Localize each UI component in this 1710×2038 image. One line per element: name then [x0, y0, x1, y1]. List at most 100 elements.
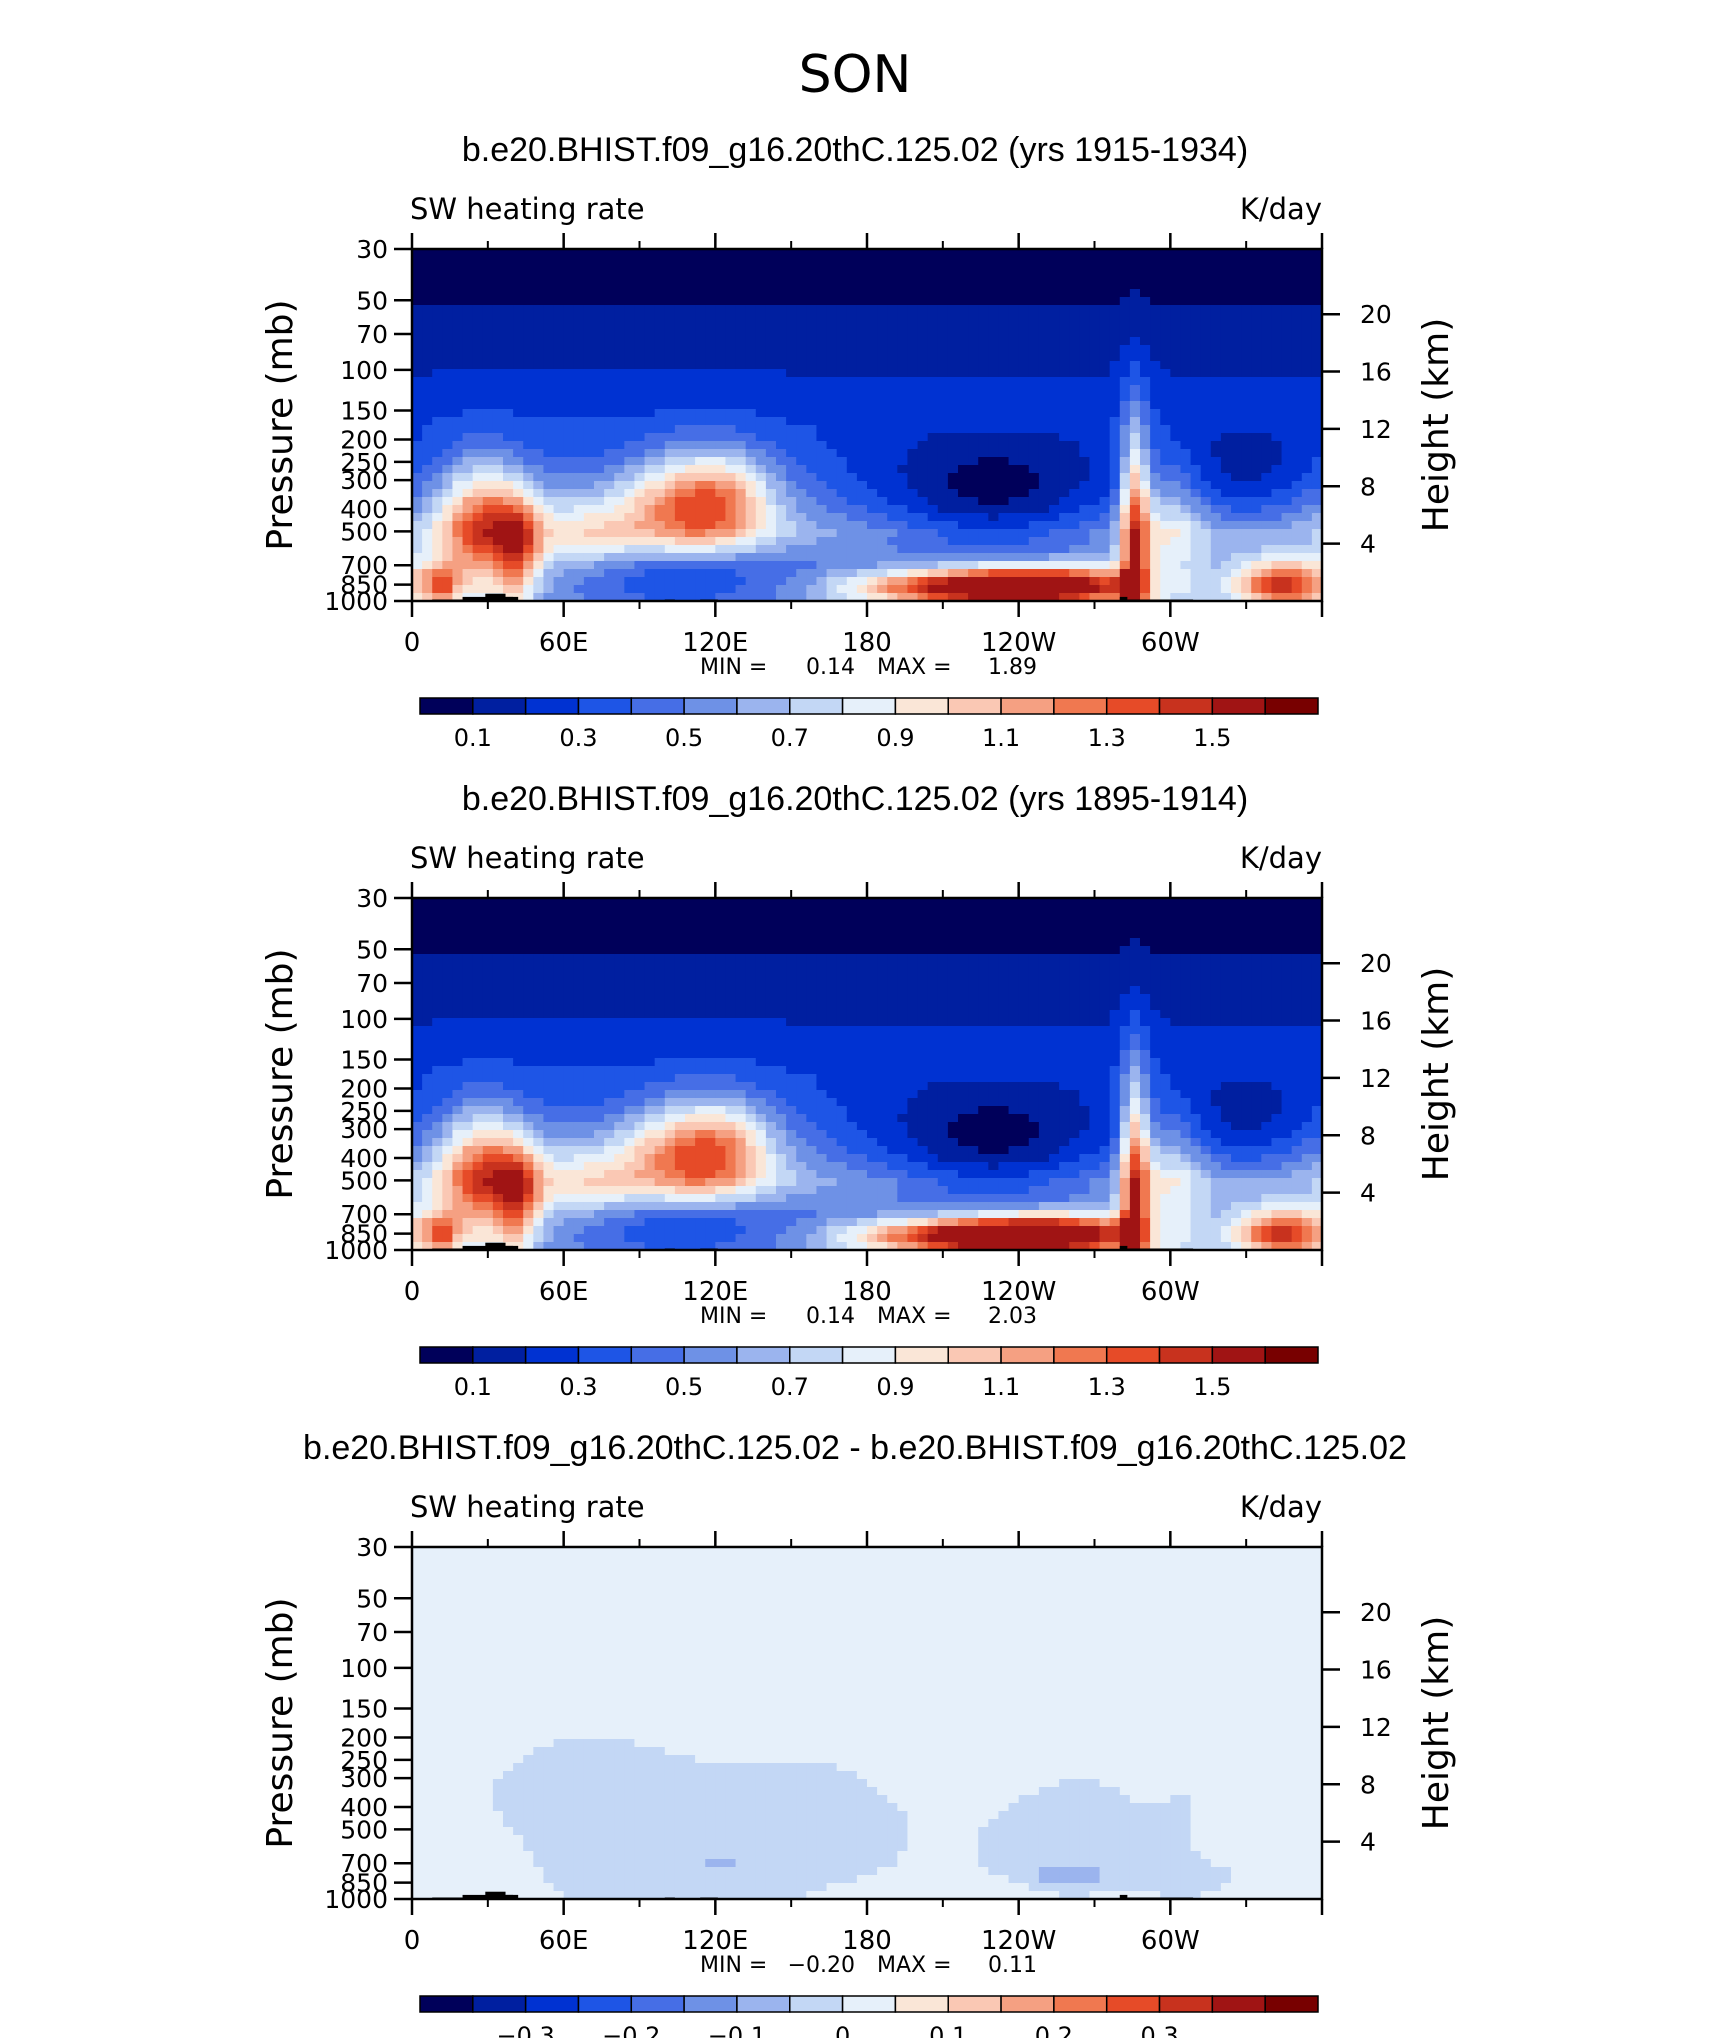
- field-cell: [492, 433, 504, 442]
- field-cell: [1231, 281, 1242, 290]
- field-cell: [634, 970, 646, 979]
- field-cell: [1099, 401, 1111, 410]
- field-cell: [1089, 289, 1101, 298]
- field-cell: [604, 529, 615, 538]
- field-cell: [735, 505, 747, 514]
- field-cell: [492, 946, 504, 955]
- field-cell: [1129, 489, 1141, 498]
- field-cell: [958, 946, 969, 955]
- field-cell: [1059, 906, 1070, 915]
- field-cell: [634, 337, 646, 346]
- field-cell: [503, 409, 514, 418]
- field-cell: [1109, 345, 1121, 354]
- field-cell: [432, 369, 443, 378]
- field-cell: [573, 962, 585, 971]
- field-cell: [1281, 249, 1293, 258]
- field-cell: [452, 962, 464, 971]
- field-cell: [452, 593, 464, 602]
- field-cell: [513, 393, 524, 402]
- field-cell: [412, 457, 423, 466]
- field-cell: [776, 257, 787, 266]
- field-cell: [947, 537, 959, 546]
- field-cell: [907, 417, 919, 426]
- field-cell: [563, 313, 575, 322]
- field-cell: [776, 401, 787, 410]
- field-cell: [685, 930, 696, 939]
- field-cell: [968, 521, 979, 530]
- field-cell: [958, 321, 969, 330]
- field-cell: [1028, 321, 1040, 330]
- field-cell: [765, 313, 777, 322]
- field-cell: [594, 946, 605, 955]
- field-cell: [1241, 345, 1252, 354]
- field-cell: [1089, 345, 1101, 354]
- field-cell: [1059, 393, 1070, 402]
- field-cell: [826, 417, 838, 426]
- field-cell: [947, 433, 959, 442]
- field-cell: [442, 305, 454, 314]
- field-cell: [513, 585, 524, 594]
- field-cell: [836, 257, 848, 266]
- field-cell: [482, 361, 494, 370]
- field-cell: [897, 313, 909, 322]
- field-cell: [1049, 946, 1060, 955]
- field-cell: [937, 337, 949, 346]
- field-cell: [523, 898, 534, 907]
- field-cell: [968, 457, 979, 466]
- field-cell: [927, 377, 939, 386]
- field-cell: [1210, 369, 1222, 378]
- field-cell: [624, 321, 636, 330]
- field-cell: [543, 257, 555, 266]
- field-cell: [796, 353, 807, 362]
- field-cell: [1099, 962, 1111, 971]
- field-cell: [806, 521, 818, 530]
- field-cell: [927, 906, 939, 915]
- field-cell: [1008, 393, 1020, 402]
- field-cell: [806, 529, 818, 538]
- field-cell: [1028, 425, 1040, 434]
- field-cell: [1241, 281, 1252, 290]
- field-cell: [1109, 377, 1121, 386]
- field-cell: [907, 954, 919, 963]
- field-cell: [442, 553, 454, 562]
- field-cell: [1089, 337, 1101, 346]
- field-cell: [1281, 289, 1293, 298]
- field-cell: [816, 898, 828, 907]
- field-cell: [664, 553, 676, 562]
- field-cell: [614, 353, 625, 362]
- field-cell: [432, 585, 443, 594]
- field-cell: [462, 553, 474, 562]
- field-cell: [1140, 417, 1151, 426]
- field-cell: [1150, 257, 1161, 266]
- field-cell: [1291, 946, 1303, 955]
- field-cell: [1160, 329, 1171, 338]
- field-cell: [604, 441, 615, 450]
- field-cell: [543, 393, 555, 402]
- field-cell: [563, 305, 575, 314]
- field-cell: [583, 433, 595, 442]
- field-cell: [1099, 281, 1111, 290]
- field-cell: [705, 473, 716, 482]
- field-cell: [523, 946, 534, 955]
- field-cell: [503, 337, 514, 346]
- field-cell: [513, 914, 524, 923]
- field-cell: [1160, 970, 1171, 979]
- field-cell: [523, 353, 534, 362]
- field-cell: [1109, 257, 1121, 266]
- field-cell: [725, 433, 737, 442]
- field-cell: [755, 497, 767, 506]
- field-cell: [705, 457, 716, 466]
- field-cell: [877, 257, 888, 266]
- field-cell: [806, 593, 818, 602]
- field-cell: [685, 265, 696, 274]
- field-cell: [1241, 561, 1252, 570]
- field-cell: [1301, 946, 1313, 955]
- field-cell: [664, 273, 676, 282]
- field-cell: [765, 457, 777, 466]
- field-cell: [705, 401, 716, 410]
- field-cell: [816, 545, 828, 554]
- field-cell: [422, 361, 433, 370]
- field-cell: [1150, 970, 1161, 979]
- field-cell: [1059, 922, 1070, 931]
- field-cell: [1180, 489, 1192, 498]
